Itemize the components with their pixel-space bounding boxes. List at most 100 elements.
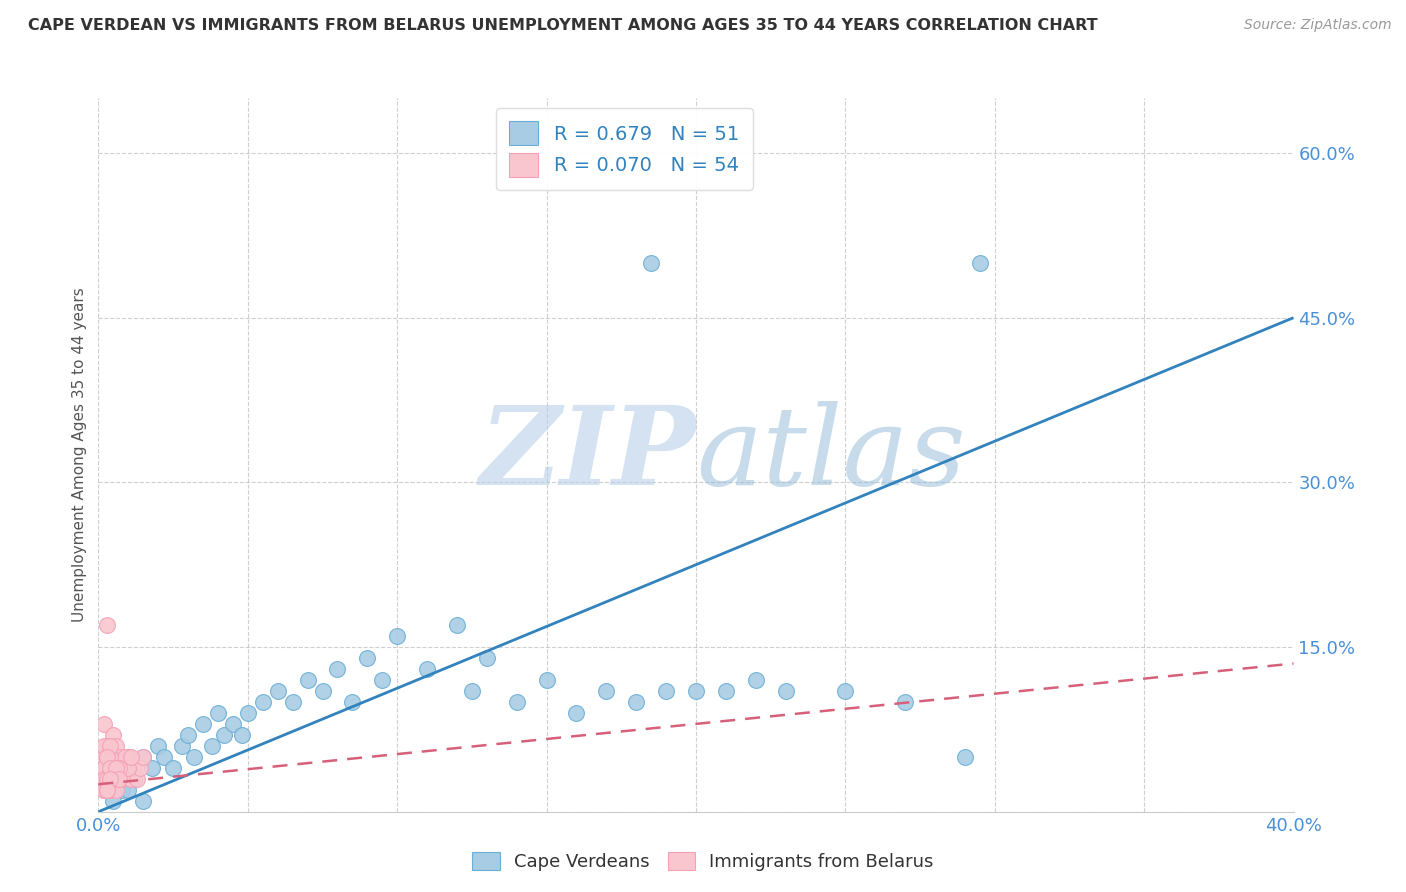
Point — [96, 618, 118, 632]
Point — [536, 673, 558, 687]
Point — [105, 749, 128, 764]
Point — [371, 673, 394, 687]
Legend: Cape Verdeans, Immigrants from Belarus: Cape Verdeans, Immigrants from Belarus — [465, 845, 941, 879]
Text: Source: ZipAtlas.com: Source: ZipAtlas.com — [1244, 18, 1392, 32]
Point — [141, 761, 163, 775]
Point — [96, 761, 118, 775]
Point — [685, 684, 707, 698]
Point — [93, 749, 115, 764]
Point — [98, 749, 122, 764]
Point — [565, 706, 588, 720]
Point — [93, 761, 115, 775]
Point — [103, 728, 125, 742]
Point — [108, 761, 131, 775]
Text: atlas: atlas — [696, 401, 966, 508]
Point — [297, 673, 319, 687]
Point — [111, 761, 134, 775]
Point — [93, 772, 115, 786]
Point — [93, 782, 115, 797]
Point — [96, 782, 118, 797]
Point — [124, 772, 146, 786]
Point — [595, 684, 617, 698]
Point — [969, 256, 991, 270]
Point — [103, 761, 125, 775]
Legend: R = 0.679   N = 51, R = 0.070   N = 54: R = 0.679 N = 51, R = 0.070 N = 54 — [496, 108, 752, 190]
Point — [132, 749, 155, 764]
Point — [98, 782, 122, 797]
Point — [311, 684, 333, 698]
Point — [103, 772, 125, 786]
Point — [96, 772, 118, 786]
Point — [96, 749, 118, 764]
Point — [162, 761, 184, 775]
Point — [93, 772, 115, 786]
Point — [212, 728, 235, 742]
Point — [506, 695, 529, 709]
Point — [117, 761, 139, 775]
Point — [326, 662, 349, 676]
Point — [114, 749, 136, 764]
Point — [117, 782, 139, 797]
Point — [201, 739, 224, 753]
Point — [105, 772, 128, 786]
Point — [775, 684, 797, 698]
Point — [446, 618, 468, 632]
Point — [103, 772, 125, 786]
Point — [207, 706, 229, 720]
Point — [183, 749, 205, 764]
Point — [148, 739, 170, 753]
Text: CAPE VERDEAN VS IMMIGRANTS FROM BELARUS UNEMPLOYMENT AMONG AGES 35 TO 44 YEARS C: CAPE VERDEAN VS IMMIGRANTS FROM BELARUS … — [28, 18, 1098, 33]
Point — [640, 256, 662, 270]
Point — [177, 728, 200, 742]
Point — [461, 684, 484, 698]
Point — [356, 651, 378, 665]
Point — [93, 739, 115, 753]
Point — [93, 772, 115, 786]
Point — [172, 739, 194, 753]
Point — [222, 717, 245, 731]
Point — [236, 706, 259, 720]
Point — [624, 695, 647, 709]
Point — [96, 782, 118, 797]
Point — [98, 772, 122, 786]
Point — [111, 782, 134, 797]
Point — [953, 749, 976, 764]
Point — [191, 717, 214, 731]
Point — [655, 684, 678, 698]
Point — [714, 684, 737, 698]
Point — [231, 728, 253, 742]
Point — [127, 772, 149, 786]
Point — [834, 684, 856, 698]
Point — [105, 739, 128, 753]
Point — [114, 761, 136, 775]
Point — [96, 739, 118, 753]
Point — [96, 749, 118, 764]
Point — [103, 794, 125, 808]
Point — [132, 794, 155, 808]
Point — [342, 695, 364, 709]
Point — [129, 761, 152, 775]
Point — [385, 629, 409, 643]
Point — [132, 749, 155, 764]
Point — [108, 761, 131, 775]
Point — [98, 761, 122, 775]
Point — [267, 684, 290, 698]
Point — [252, 695, 274, 709]
Point — [93, 782, 115, 797]
Point — [105, 761, 128, 775]
Point — [96, 772, 118, 786]
Point — [120, 749, 142, 764]
Point — [98, 739, 122, 753]
Y-axis label: Unemployment Among Ages 35 to 44 years: Unemployment Among Ages 35 to 44 years — [72, 287, 87, 623]
Point — [894, 695, 917, 709]
Point — [98, 761, 122, 775]
Point — [98, 749, 122, 764]
Point — [117, 749, 139, 764]
Point — [103, 772, 125, 786]
Point — [117, 761, 139, 775]
Point — [105, 782, 128, 797]
Point — [153, 749, 176, 764]
Point — [108, 772, 131, 786]
Point — [103, 772, 125, 786]
Point — [745, 673, 768, 687]
